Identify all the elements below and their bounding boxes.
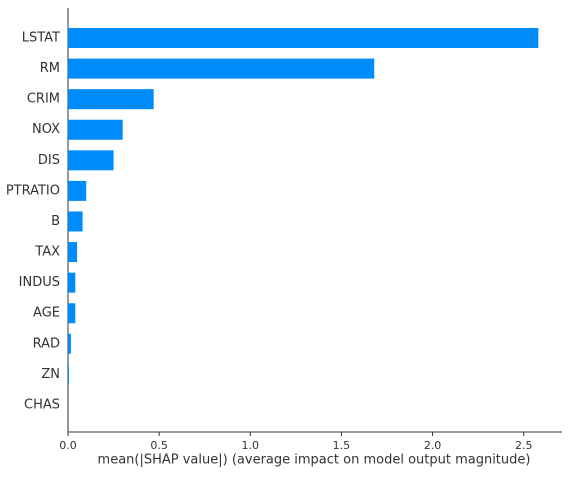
y-tick-label: PTRATIO	[6, 183, 60, 198]
bar	[68, 119, 123, 140]
y-tick-label: INDUS	[19, 275, 60, 290]
bar	[68, 150, 114, 171]
bar	[68, 333, 71, 354]
x-tick-label: 0.5	[150, 439, 168, 452]
y-tick-label: NOX	[32, 122, 60, 137]
x-tick-label: 1.0	[242, 439, 260, 452]
bar	[68, 272, 76, 293]
y-tick-label: CHAS	[24, 397, 60, 412]
y-tick-label: TAX	[34, 245, 60, 260]
y-tick-label: B	[51, 214, 60, 229]
bar	[68, 303, 76, 324]
bar	[68, 28, 539, 48]
bar	[68, 242, 78, 263]
bar	[68, 89, 154, 110]
y-tick-label: RAD	[33, 336, 60, 351]
x-tick-label: 0.0	[59, 439, 77, 452]
bar	[68, 58, 375, 79]
bar	[68, 180, 87, 201]
x-tick-label: 2.0	[424, 439, 442, 452]
x-tick-label: 2.5	[515, 439, 533, 452]
y-tick-label: CRIM	[27, 92, 60, 107]
bar	[68, 364, 69, 385]
y-tick-label: DIS	[38, 153, 60, 168]
y-tick-label: AGE	[33, 306, 60, 321]
x-tick-label: 1.5	[333, 439, 351, 452]
x-axis-label: mean(|SHAP value|) (average impact on mo…	[98, 453, 531, 468]
y-tick-label: RM	[40, 61, 60, 76]
y-tick-label: ZN	[41, 367, 60, 382]
y-tick-label: LSTAT	[22, 31, 60, 46]
bar	[68, 211, 83, 232]
